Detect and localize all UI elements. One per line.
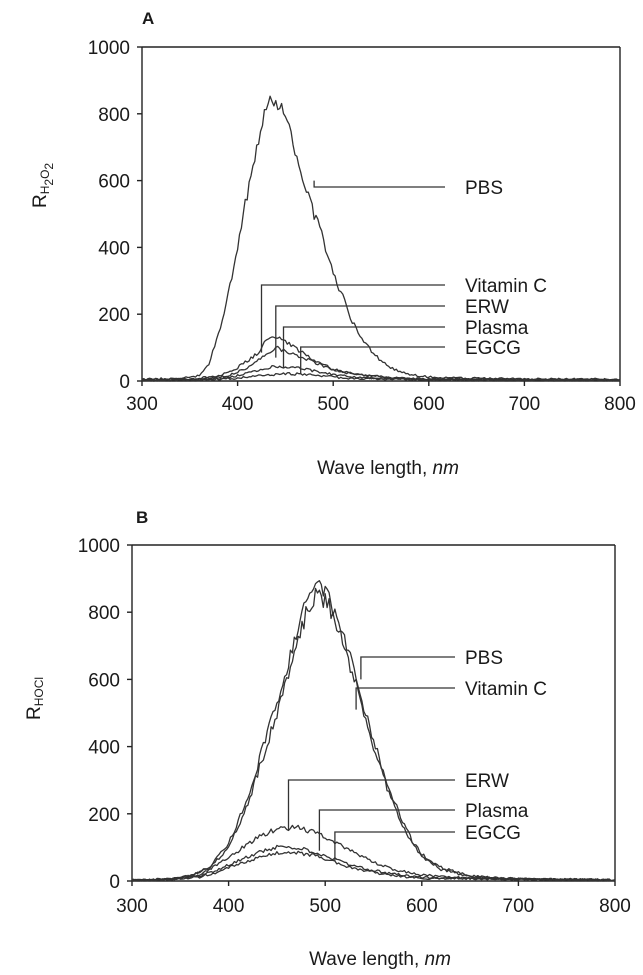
panel-b-y-axis-label: RHOCl xyxy=(24,677,46,720)
panel-a-series-pbs xyxy=(141,95,621,381)
panel-a-leader-pbs xyxy=(313,180,445,188)
panel-b-letter: B xyxy=(136,508,148,527)
panel-a-y-tick-label: 200 xyxy=(98,305,130,326)
panel-b-leader-egcg xyxy=(334,831,455,861)
panel-a-series-egcg xyxy=(141,371,621,382)
panel-a-y-tick-label: 400 xyxy=(98,238,130,259)
panel-b-series-vitamin-c xyxy=(131,587,616,882)
panel-a-label-vitamin-c: Vitamin C xyxy=(465,276,547,297)
panel-a-x-tick-label: 800 xyxy=(604,394,636,415)
panel-a-leader-plasma xyxy=(282,326,445,368)
panel-a-label-pbs: PBS xyxy=(465,178,503,199)
panel-b-y-tick-label: 0 xyxy=(109,872,120,893)
panel-a-y-axis-label: RH2O2 xyxy=(30,163,56,208)
panel-b-x-tick-label: 800 xyxy=(599,896,631,917)
panel-a-leader-erw xyxy=(275,305,445,358)
panel-a-x-tick-label: 700 xyxy=(509,394,541,415)
panel-a-y-tick-label: 0 xyxy=(119,372,130,393)
panel-b-y-tick-label: 800 xyxy=(88,603,120,624)
panel-b-x-tick-label: 500 xyxy=(309,896,341,917)
panel-a-x-axis-label: Wave length, nm xyxy=(317,458,459,479)
panel-b-x-axis-label: Wave length, nm xyxy=(309,949,451,970)
panel-b-x-tick-label: 700 xyxy=(503,896,535,917)
panel-b-leader-plasma xyxy=(318,809,455,851)
panel-a-leader-egcg xyxy=(300,346,445,375)
panel-a-y-tick-label: 800 xyxy=(98,105,130,126)
panel-b-series-pbs xyxy=(131,580,616,882)
panel-a-leader-vitamin-c xyxy=(260,284,445,353)
panel-b-y-tick-label: 400 xyxy=(88,738,120,759)
panel-b-y-tick-label: 600 xyxy=(88,670,120,691)
panel-a-x-tick-label: 300 xyxy=(126,394,158,415)
panel-a-y-tick-label: 1000 xyxy=(88,38,130,59)
panel-a-label-erw: ERW xyxy=(465,297,509,318)
panel-b-x-tick-label: 300 xyxy=(116,896,148,917)
panel-a-series-vitamin-c xyxy=(141,336,621,382)
panel-a-label-plasma: Plasma xyxy=(465,318,529,339)
panel-b: B RHOCl Wave length, nm 0 200 400 600 800 100… xyxy=(24,508,631,970)
panel-b-label-egcg: EGCG xyxy=(465,823,521,844)
panel-a-letter: A xyxy=(142,9,154,28)
panel-b-label-erw: ERW xyxy=(465,771,509,792)
panel-a-x-tick-label: 500 xyxy=(317,394,349,415)
panel-b-leader-erw xyxy=(287,779,455,831)
panel-b-x-tick-label: 400 xyxy=(213,896,245,917)
panel-b-y-tick-label: 200 xyxy=(88,805,120,826)
panel-b-label-pbs: PBS xyxy=(465,648,503,669)
panel-b-x-tick-label: 600 xyxy=(406,896,438,917)
panel-a-series-erw xyxy=(141,345,621,382)
panel-a-x-tick-label: 400 xyxy=(222,394,254,415)
panel-a: A RH2O2 Wave length, nm 0 200 400 600 800 100… xyxy=(30,9,636,479)
panel-a-label-egcg: EGCG xyxy=(465,338,521,359)
panel-b-series-egcg xyxy=(131,850,616,882)
panel-a-x-tick-label: 600 xyxy=(413,394,445,415)
panel-b-leader-vitamin-c xyxy=(355,687,455,710)
panel-a-y-tick-label: 600 xyxy=(98,172,130,193)
panel-b-y-tick-label: 1000 xyxy=(78,536,120,557)
panel-b-series-erw xyxy=(132,824,616,882)
panel-b-label-plasma: Plasma xyxy=(465,801,529,822)
panel-b-leader-pbs xyxy=(360,656,455,680)
panel-b-label-vitamin-c: Vitamin C xyxy=(465,679,547,700)
